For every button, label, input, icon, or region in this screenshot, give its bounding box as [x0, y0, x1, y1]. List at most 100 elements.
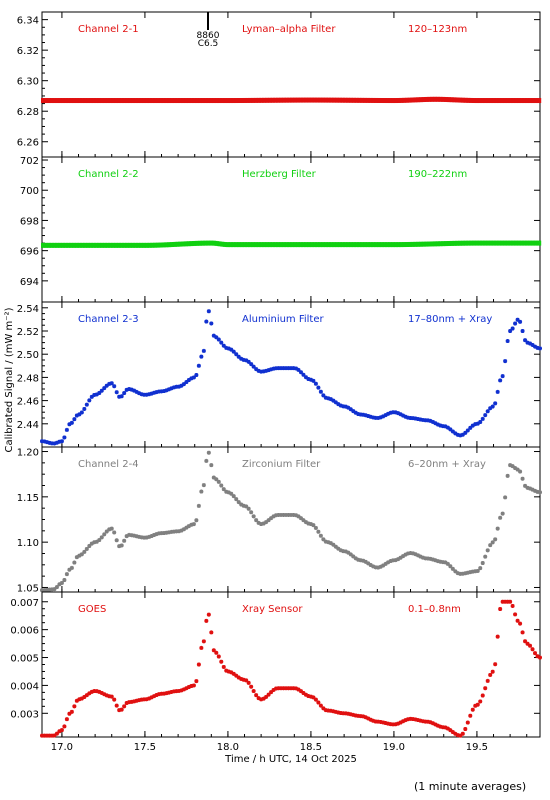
data-point: [266, 518, 271, 523]
data-point: [74, 555, 79, 560]
data-point: [77, 412, 82, 417]
data-point: [157, 692, 162, 697]
data-point: [261, 242, 265, 248]
data-point: [444, 241, 447, 247]
data-point: [538, 346, 542, 351]
data-point: [94, 689, 99, 694]
data-point: [122, 391, 127, 396]
data-point: [391, 722, 396, 727]
data-point: [321, 706, 326, 711]
data-point: [61, 98, 64, 104]
data-point: [185, 98, 188, 104]
data-point: [173, 98, 176, 104]
data-point: [207, 98, 210, 104]
data-point: [500, 599, 505, 604]
data-point: [533, 651, 538, 656]
data-point: [356, 412, 361, 417]
x-tick-label: 18.5: [300, 742, 322, 753]
data-point: [174, 384, 179, 389]
data-point: [154, 98, 157, 104]
data-point: [221, 487, 226, 492]
data-point: [322, 97, 325, 103]
data-point: [483, 413, 488, 418]
data-point: [533, 488, 538, 493]
data-point: [510, 326, 515, 331]
data-point: [259, 697, 264, 702]
data-point: [431, 241, 434, 247]
data-point: [460, 731, 465, 736]
data-point: [114, 242, 117, 248]
data-point: [243, 242, 246, 248]
data-point: [348, 552, 353, 557]
data-point: [440, 241, 444, 247]
data-point: [470, 240, 473, 246]
data-point: [44, 440, 49, 445]
data-point: [196, 503, 201, 508]
data-point: [86, 242, 89, 248]
data-point: [280, 242, 283, 248]
data-point: [448, 427, 453, 432]
data-point: [296, 242, 299, 248]
data-point: [450, 730, 455, 735]
x-tick-label: 17.5: [134, 742, 156, 753]
data-point: [465, 240, 469, 246]
event-label: 8860: [197, 31, 220, 41]
data-point: [56, 242, 59, 248]
data-point: [286, 366, 291, 371]
data-point: [121, 242, 125, 248]
data-point: [123, 98, 126, 104]
data-point: [271, 687, 276, 692]
data-point: [336, 97, 339, 103]
data-point: [72, 242, 75, 248]
data-point: [435, 559, 440, 564]
data-point: [226, 346, 231, 351]
data-point: [445, 241, 448, 247]
data-point: [440, 560, 445, 565]
data-point: [75, 242, 78, 248]
data-point: [48, 98, 51, 104]
data-point: [94, 392, 99, 397]
data-point: [279, 97, 282, 103]
data-point: [77, 697, 82, 702]
data-point: [206, 450, 211, 455]
data-point: [115, 98, 118, 104]
data-point: [82, 406, 87, 411]
data-point: [438, 423, 443, 428]
data-point: [137, 242, 140, 248]
data-point: [321, 537, 326, 542]
data-point: [529, 240, 532, 246]
data-point: [139, 697, 144, 702]
data-point: [496, 98, 500, 104]
data-point: [239, 676, 244, 681]
data-point: [406, 717, 411, 722]
data-point: [241, 242, 244, 248]
data-point: [211, 648, 216, 653]
data-point: [343, 404, 348, 409]
data-point: [64, 572, 69, 577]
data-point: [147, 696, 152, 701]
data-point: [510, 603, 515, 608]
data-point: [179, 241, 182, 247]
data-point: [279, 366, 284, 371]
data-point: [106, 98, 109, 104]
data-point: [256, 368, 261, 373]
data-point: [313, 381, 318, 386]
data-point: [117, 242, 120, 248]
data-point: [164, 691, 169, 696]
data-point: [157, 389, 162, 394]
data-point: [97, 242, 100, 248]
data-point: [490, 540, 495, 545]
panel-2: 694 696 698 700 702 Channel 2-2 Herzberg Filte…: [20, 156, 542, 303]
data-point: [485, 548, 490, 553]
data-point: [332, 97, 335, 103]
data-point: [49, 441, 54, 446]
data-point: [128, 98, 131, 104]
data-point: [513, 612, 518, 617]
y-tick-label: 6.30: [17, 77, 39, 88]
data-point: [107, 242, 111, 248]
data-point: [528, 486, 533, 491]
data-point: [484, 98, 487, 104]
data-point: [184, 241, 187, 247]
data-point: [364, 242, 367, 248]
